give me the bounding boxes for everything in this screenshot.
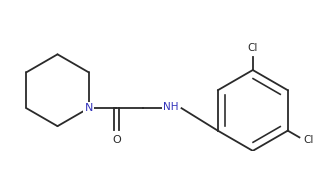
Text: Cl: Cl xyxy=(303,135,314,145)
Text: Cl: Cl xyxy=(247,43,258,54)
Text: NH: NH xyxy=(163,102,178,112)
Text: N: N xyxy=(84,103,93,113)
Text: O: O xyxy=(112,135,121,145)
